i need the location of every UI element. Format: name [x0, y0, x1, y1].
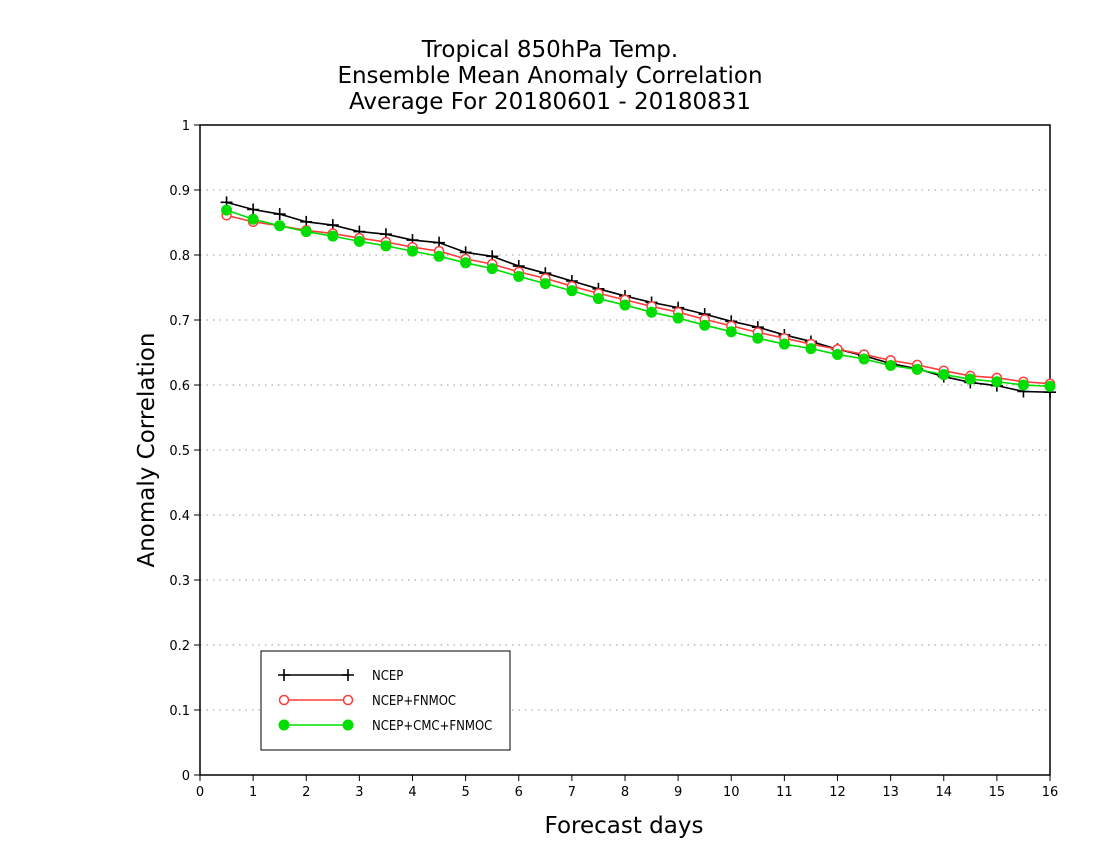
series-line — [226, 201, 1051, 393]
data-point — [566, 285, 578, 297]
data-point — [1017, 379, 1029, 391]
x-tick-label: 9 — [674, 785, 682, 800]
data-point — [805, 343, 817, 355]
x-tick-label: 15 — [989, 785, 1006, 800]
legend-marker-start — [278, 719, 290, 731]
y-tick-label: 0.7 — [169, 314, 190, 329]
data-point — [619, 299, 631, 311]
x-tick-label: 14 — [935, 785, 952, 800]
legend-marker-start — [278, 669, 290, 681]
x-tick-label: 5 — [461, 785, 469, 800]
data-point — [964, 373, 976, 385]
legend-item: NCEP+CMC+FNMOC — [278, 719, 492, 734]
legend: NCEP NCEP+FNMOC NCEP+CMC+FNMOC — [260, 650, 511, 751]
x-tick-label: 6 — [515, 785, 523, 800]
legend-item: NCEP — [278, 669, 403, 684]
legend-item: NCEP+FNMOC — [278, 694, 456, 709]
y-tick-label: 0.4 — [169, 509, 190, 524]
data-point — [911, 363, 923, 375]
x-tick-label: 12 — [829, 785, 846, 800]
series-ncep-cmc-fnmoc — [221, 204, 1056, 392]
data-point — [991, 376, 1003, 388]
legend-marker-end — [342, 669, 354, 681]
y-tick-label: 0.2 — [169, 639, 190, 654]
y-tick-label: 1 — [182, 119, 190, 134]
data-point — [433, 250, 445, 262]
x-tick-label: 13 — [882, 785, 899, 800]
chart-title-line-2: Ensemble Mean Anomaly Correlation — [337, 63, 763, 89]
y-tick-label: 0.1 — [169, 704, 190, 719]
y-axis-label: Anomaly Correlation — [134, 332, 160, 567]
x-tick-label: 1 — [249, 785, 257, 800]
data-point — [380, 240, 392, 252]
data-point — [885, 360, 897, 371]
y-tick-label: 0.3 — [169, 574, 190, 589]
data-point — [938, 369, 950, 381]
data-point — [592, 293, 604, 305]
data-point — [274, 220, 286, 232]
x-tick-label: 11 — [776, 785, 793, 800]
x-tick-label: 7 — [568, 785, 576, 800]
x-tick-label: 0 — [196, 785, 204, 800]
x-tick-label: 10 — [723, 785, 740, 800]
data-point — [725, 326, 737, 338]
y-tick-label: 0.5 — [169, 444, 190, 459]
legend-marker-end — [342, 719, 354, 731]
legend-marker-start — [278, 694, 290, 706]
x-axis-label: Forecast days — [545, 813, 704, 839]
axis-ticks: 00.10.20.30.40.50.60.70.80.910 1 2 3 4 5 6 7 8 9 1… — [169, 119, 1058, 800]
data-point — [300, 226, 312, 238]
data-point — [832, 348, 843, 360]
data-point — [327, 230, 339, 242]
legend-items: NCEP NCEP+FNMOC NCEP+CMC+FNMOC — [278, 669, 492, 734]
series-layer — [220, 196, 1056, 399]
x-tick-label: 4 — [408, 785, 416, 800]
x-tick-label: 16 — [1042, 785, 1059, 800]
data-point — [699, 319, 711, 331]
gridlines — [200, 189, 1050, 711]
data-point — [672, 312, 684, 324]
x-tick-label: 2 — [302, 785, 310, 800]
data-point — [221, 204, 233, 216]
legend-label: NCEP — [372, 669, 403, 684]
legend-label: NCEP+FNMOC — [372, 694, 456, 709]
data-point — [460, 257, 472, 269]
chart-title-line-1: Tropical 850hPa Temp. — [421, 37, 679, 63]
data-point — [778, 338, 790, 350]
data-point — [407, 245, 418, 257]
data-point — [513, 270, 525, 282]
y-tick-label: 0.6 — [169, 379, 190, 394]
data-point — [486, 263, 498, 275]
legend-label: NCEP+CMC+FNMOC — [372, 719, 492, 734]
y-tick-label: 0.8 — [169, 249, 190, 264]
data-point — [247, 213, 259, 225]
x-tick-label: 3 — [355, 785, 363, 800]
data-point — [539, 278, 551, 290]
data-point — [858, 353, 870, 365]
x-tick-label: 8 — [621, 785, 629, 800]
data-point — [646, 306, 658, 318]
data-point — [247, 203, 260, 216]
y-tick-label: 0 — [182, 769, 190, 784]
y-tick-label: 0.9 — [169, 184, 190, 199]
data-point — [752, 332, 764, 344]
data-point — [1044, 380, 1056, 392]
data-point — [353, 235, 365, 247]
legend-marker-end — [342, 694, 354, 706]
data-point — [273, 208, 286, 221]
chart-title-line-3: Average For 20180601 - 20180831 — [348, 89, 752, 115]
